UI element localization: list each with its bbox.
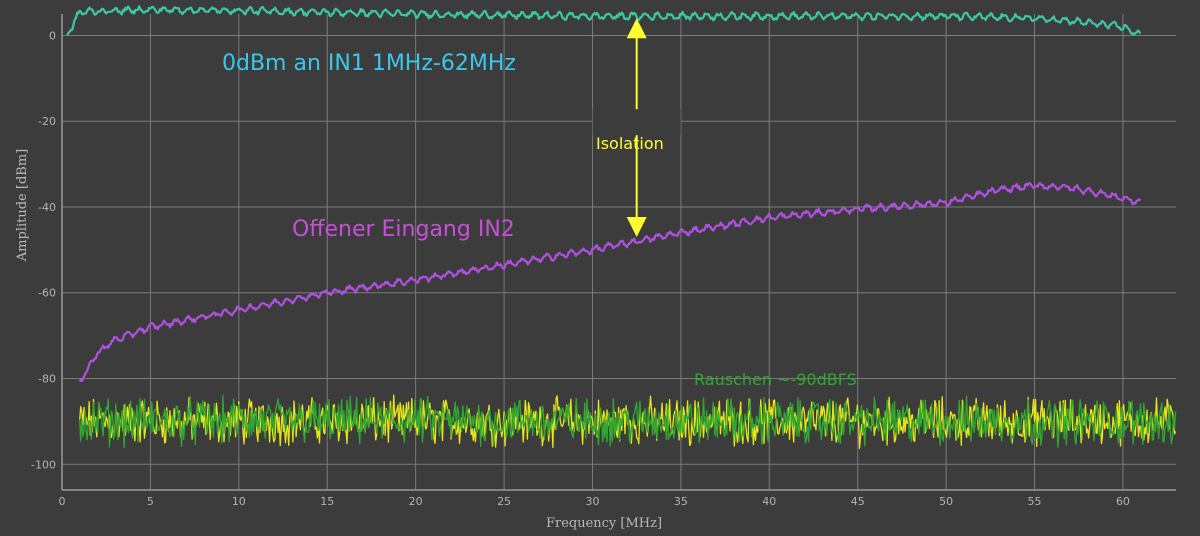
y-tick-label: -20: [38, 115, 56, 128]
y-tick-label: -60: [38, 287, 56, 300]
series-line: [78, 181, 1142, 383]
y-tick-label: -80: [38, 373, 56, 386]
annotation-noise: Rauschen ~-90dBFS: [694, 370, 857, 389]
annotation-isolation: Isolation: [596, 134, 664, 153]
isolation-arrow-head-up: [626, 18, 647, 39]
y-tick-label: -100: [31, 458, 56, 471]
x-tick-label: 0: [59, 495, 66, 508]
x-tick-label: 40: [762, 495, 776, 508]
isolation-arrow-head-down: [626, 216, 647, 237]
x-tick-label: 20: [409, 495, 423, 508]
x-tick-label: 55: [1028, 495, 1042, 508]
annotations: 0dBm an IN1 1MHz-62MHz Offener Eingang I…: [222, 18, 857, 389]
isolation-label-bg: [592, 109, 681, 136]
x-tick-label: 35: [674, 495, 688, 508]
x-tick-label: 45: [851, 495, 865, 508]
series-line: [66, 5, 1142, 36]
annotation-in2: Offener Eingang IN2: [292, 217, 515, 242]
series-group: [66, 5, 1177, 449]
axes: 0 5 10 15 20 25 30 35 40 45 50 55 60 0 -20 -40 -60 -80 -10…: [31, 14, 1176, 508]
x-axis-label: Frequency [MHz]: [546, 516, 662, 531]
annotation-in1: 0dBm an IN1 1MHz-62MHz: [222, 51, 516, 76]
x-tick-label: 50: [939, 495, 953, 508]
x-tick-label: 15: [320, 495, 334, 508]
x-tick-label: 10: [232, 495, 246, 508]
y-tick-label: 0: [49, 29, 56, 42]
x-tick-label: 25: [497, 495, 511, 508]
y-tick-label: -40: [38, 201, 56, 214]
y-axis-label: Amplitude [dBm]: [15, 149, 30, 262]
x-tick-label: 30: [585, 495, 599, 508]
series-line: [79, 394, 1177, 449]
x-tick-label: 5: [147, 495, 154, 508]
x-tick-label: 60: [1116, 495, 1130, 508]
